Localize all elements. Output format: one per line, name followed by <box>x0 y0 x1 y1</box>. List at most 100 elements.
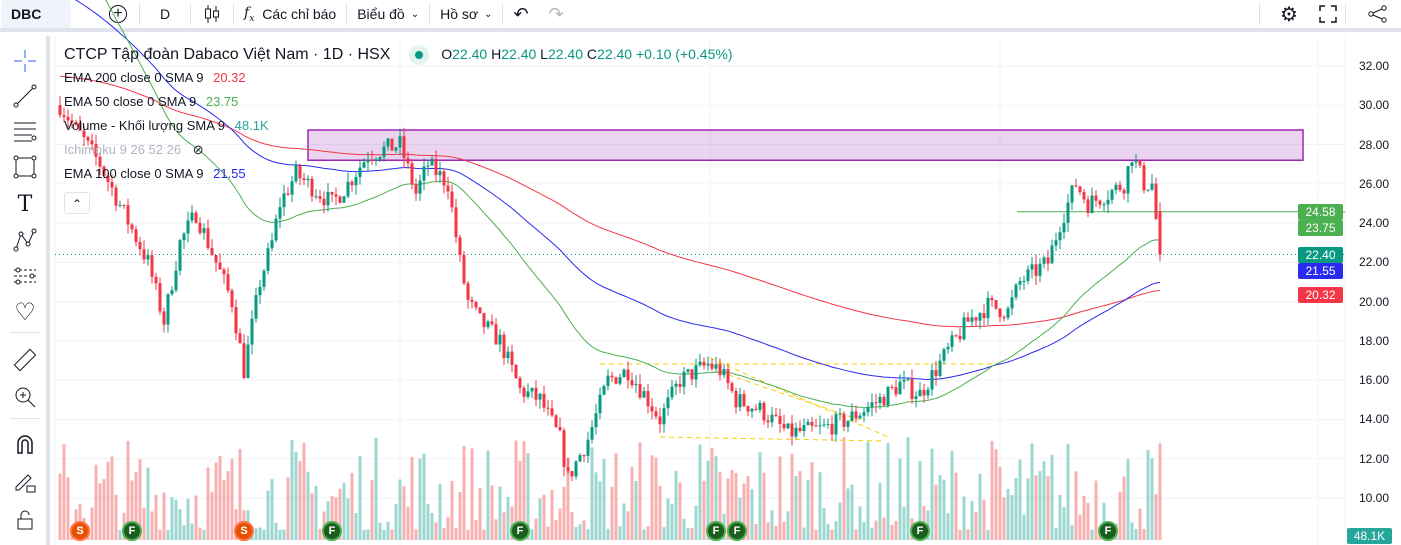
volume-bar <box>874 520 878 540</box>
volume-bar <box>286 477 290 540</box>
volume-bar <box>230 458 234 540</box>
volume-bar <box>670 503 674 540</box>
candle-body <box>546 407 550 409</box>
financial-event-marker[interactable]: F <box>322 521 342 541</box>
candle-body <box>614 377 618 384</box>
volume-bar <box>966 529 970 540</box>
pattern-tool[interactable] <box>9 225 41 255</box>
financial-event-marker[interactable]: F <box>510 521 530 541</box>
candle-body <box>922 389 926 396</box>
divider <box>1259 3 1260 25</box>
candle-body <box>1090 195 1094 214</box>
candle-body <box>822 424 826 426</box>
volume-bar <box>826 523 830 540</box>
candle-body <box>1126 166 1130 194</box>
profile-menu-label: Hồ sơ <box>440 6 479 22</box>
collapse-legend-button[interactable]: ⌃ <box>64 192 90 214</box>
financial-event-marker[interactable]: F <box>727 521 747 541</box>
volume-bar <box>450 480 454 540</box>
magnet-tool[interactable] <box>9 430 41 460</box>
candle-body <box>850 411 854 421</box>
candle-body <box>638 384 642 398</box>
volume-bar <box>494 519 498 540</box>
compare-add-button[interactable]: + <box>99 0 139 28</box>
volume-bar <box>958 529 962 540</box>
volume-bar <box>898 458 902 540</box>
candle-body <box>734 391 738 408</box>
candle-body <box>610 375 614 378</box>
price-label: 20.32 <box>1298 287 1343 304</box>
fib-tool[interactable] <box>9 116 41 146</box>
measure-tool[interactable] <box>9 345 41 375</box>
profile-menu-button[interactable]: Hồ sơ ⌄ <box>430 0 502 28</box>
candle-body <box>514 364 518 379</box>
indicator-ichimoku[interactable]: Ichimoku 9 26 52 26 ⊘ <box>64 140 732 164</box>
candle-body <box>954 335 958 337</box>
candle-body <box>1054 240 1058 246</box>
volume-bar <box>402 486 406 540</box>
redo-button[interactable]: ↷ <box>539 0 574 28</box>
volume-bar <box>1046 476 1050 540</box>
candle-body <box>262 270 266 287</box>
candle-body <box>1150 183 1154 190</box>
text-tool[interactable]: T <box>9 189 41 219</box>
indicator-volume[interactable]: Volume - Khối lượng SMA 9 48.1K <box>64 116 732 140</box>
symbol-search[interactable]: DBC <box>1 0 71 28</box>
candle-body <box>802 425 806 432</box>
financial-event-marker[interactable]: F <box>122 521 142 541</box>
chart-type-button[interactable] <box>191 0 233 28</box>
indicator-name: EMA 200 close 0 SMA 9 <box>64 70 204 85</box>
volume-bar <box>394 503 398 540</box>
candle-body <box>1146 189 1150 191</box>
indicator-ema100[interactable]: EMA 100 close 0 SMA 9 21.55 <box>64 164 732 188</box>
indicator-ema50[interactable]: EMA 50 close 0 SMA 9 23.75 <box>64 92 732 116</box>
fullscreen-button[interactable] <box>1309 0 1347 28</box>
candle-body <box>530 387 534 392</box>
lock-tool[interactable] <box>9 505 41 535</box>
candle-body <box>902 379 906 382</box>
eye-hidden-icon[interactable]: ⊘ <box>192 142 204 157</box>
financial-event-marker[interactable]: F <box>706 521 726 541</box>
volume-bar <box>570 512 574 540</box>
volume-bar <box>550 489 554 540</box>
volume-bar <box>406 507 410 540</box>
candle-body <box>894 387 898 395</box>
crosshair-icon <box>14 50 36 72</box>
volume-bar <box>486 450 490 540</box>
price-scale[interactable]: 32.00 30.00 28.00 26.00 24.00 22.00 20.00 18.00… <box>1345 36 1401 545</box>
volume-bar <box>598 481 602 540</box>
shapes-tool[interactable] <box>9 152 41 182</box>
volume-bar <box>930 448 934 540</box>
financial-event-marker[interactable]: F <box>1098 521 1118 541</box>
share-button[interactable] <box>1358 0 1398 28</box>
favorites-tool[interactable]: ♡ <box>9 297 41 327</box>
candle-body <box>666 397 670 409</box>
chart-menu-button[interactable]: Biểu đồ ⌄ <box>347 0 429 28</box>
indicator-ema200[interactable]: EMA 200 close 0 SMA 9 20.32 <box>64 68 732 92</box>
volume-bar <box>794 476 798 540</box>
financial-event-marker[interactable]: F <box>910 521 930 541</box>
candle-body <box>586 439 590 456</box>
volume-bar <box>806 479 810 540</box>
volume-bar <box>190 523 194 540</box>
split-event-marker[interactable]: S <box>70 521 90 541</box>
volume-bar <box>490 485 494 540</box>
prediction-tool[interactable] <box>9 261 41 291</box>
indicators-button[interactable]: fx Các chỉ báo <box>234 0 346 28</box>
undo-button[interactable]: ↶ <box>503 0 538 28</box>
volume-bar <box>386 521 390 540</box>
settings-button[interactable]: ⚙ <box>1270 0 1308 28</box>
volume-bar <box>1158 443 1162 540</box>
split-event-marker[interactable]: S <box>234 521 254 541</box>
drawing-mode-tool[interactable] <box>9 467 41 497</box>
candle-body <box>866 407 870 413</box>
volume-bar <box>1022 514 1026 540</box>
interval-button[interactable]: D <box>159 6 171 22</box>
volume-bar <box>770 510 774 540</box>
divider <box>1345 3 1346 25</box>
crosshair-tool[interactable] <box>9 46 41 76</box>
candle-body <box>142 249 146 260</box>
price-tick: 30.00 <box>1358 98 1389 113</box>
zoom-tool[interactable] <box>9 382 41 412</box>
trendline-tool[interactable] <box>9 81 41 111</box>
